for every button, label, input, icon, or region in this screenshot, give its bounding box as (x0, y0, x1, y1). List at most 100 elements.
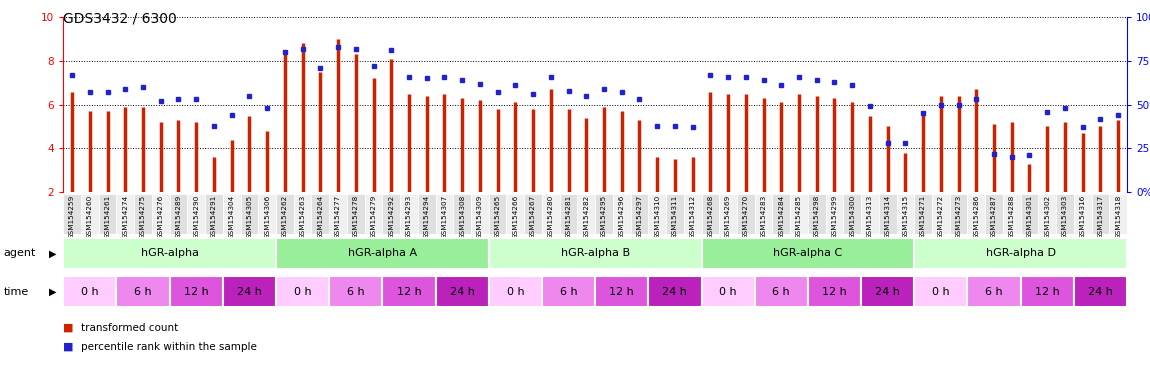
Text: time: time (3, 287, 29, 297)
Bar (329, 276, 382, 307)
Text: GSM154307: GSM154307 (442, 195, 447, 239)
Text: GSM154303: GSM154303 (1061, 195, 1068, 239)
Text: hGR-alpha B: hGR-alpha B (560, 248, 630, 258)
Bar (702, 238, 914, 269)
Bar (843, 194, 861, 234)
Text: GSM154316: GSM154316 (1080, 195, 1086, 239)
Bar (914, 194, 932, 234)
Text: GSM154276: GSM154276 (158, 195, 163, 239)
Text: 12 h: 12 h (822, 287, 846, 297)
Text: ■: ■ (63, 342, 74, 352)
Bar (472, 194, 489, 234)
Bar (365, 194, 382, 234)
Text: percentile rank within the sample: percentile rank within the sample (81, 342, 256, 352)
Bar (808, 194, 826, 234)
Bar (170, 194, 187, 234)
Bar (489, 276, 542, 307)
Text: GSM154293: GSM154293 (406, 195, 412, 239)
Bar (596, 194, 613, 234)
Text: ▶: ▶ (49, 248, 58, 258)
Text: GSM154287: GSM154287 (991, 195, 997, 239)
Text: 6 h: 6 h (135, 287, 152, 297)
Bar (276, 238, 489, 269)
Text: GSM154271: GSM154271 (920, 195, 926, 239)
Text: GSM154314: GSM154314 (884, 195, 890, 239)
Text: GSM154282: GSM154282 (583, 195, 589, 239)
Bar (240, 194, 259, 234)
Text: transformed count: transformed count (81, 323, 178, 333)
Text: 12 h: 12 h (1035, 287, 1059, 297)
Text: GSM154313: GSM154313 (867, 195, 873, 239)
Text: GSM154306: GSM154306 (264, 195, 270, 239)
Bar (932, 194, 950, 234)
Bar (135, 194, 152, 234)
Text: GSM154262: GSM154262 (282, 195, 288, 239)
Bar (914, 276, 967, 307)
Bar (63, 276, 116, 307)
Text: GSM154295: GSM154295 (601, 195, 607, 239)
Text: 24 h: 24 h (1088, 287, 1113, 297)
Text: 0 h: 0 h (81, 287, 99, 297)
Text: GSM154286: GSM154286 (973, 195, 980, 239)
Text: 24 h: 24 h (662, 287, 688, 297)
Text: GSM154260: GSM154260 (87, 195, 93, 239)
Bar (436, 276, 489, 307)
Text: GSM154269: GSM154269 (726, 195, 731, 239)
Bar (382, 276, 436, 307)
Bar (400, 194, 417, 234)
Text: 24 h: 24 h (875, 287, 900, 297)
Text: GSM154284: GSM154284 (779, 195, 784, 239)
Text: GSM154279: GSM154279 (370, 195, 376, 239)
Bar (1021, 276, 1074, 307)
Bar (826, 194, 843, 234)
Text: 0 h: 0 h (932, 287, 950, 297)
Text: GSM154283: GSM154283 (760, 195, 767, 239)
Text: GSM154308: GSM154308 (459, 195, 465, 239)
Bar (773, 194, 790, 234)
Bar (1021, 194, 1038, 234)
Bar (684, 194, 702, 234)
Bar (506, 194, 524, 234)
Text: GSM154294: GSM154294 (423, 195, 430, 239)
Bar (861, 276, 914, 307)
Text: GSM154309: GSM154309 (477, 195, 483, 239)
Text: ▶: ▶ (49, 287, 58, 297)
Bar (897, 194, 914, 234)
Text: GSM154288: GSM154288 (1009, 195, 1014, 239)
Bar (436, 194, 453, 234)
Text: hGR-alpha: hGR-alpha (140, 248, 199, 258)
Bar (223, 194, 240, 234)
Bar (560, 194, 577, 234)
Text: GSM154291: GSM154291 (210, 195, 217, 239)
Text: 6 h: 6 h (773, 287, 790, 297)
Text: 12 h: 12 h (610, 287, 634, 297)
Bar (63, 194, 80, 234)
Text: GSM154290: GSM154290 (193, 195, 199, 239)
Text: GSM154259: GSM154259 (69, 195, 75, 239)
Bar (719, 194, 737, 234)
Bar (596, 276, 649, 307)
Text: GSM154261: GSM154261 (105, 195, 110, 239)
Bar (116, 276, 170, 307)
Bar (116, 194, 135, 234)
Bar (790, 194, 807, 234)
Text: hGR-alpha D: hGR-alpha D (986, 248, 1056, 258)
Text: GSM154267: GSM154267 (530, 195, 536, 239)
Text: GSM154285: GSM154285 (796, 195, 802, 239)
Bar (879, 194, 897, 234)
Text: GSM154300: GSM154300 (849, 195, 856, 239)
Bar (489, 238, 702, 269)
Text: agent: agent (3, 248, 36, 258)
Text: ■: ■ (63, 323, 74, 333)
Text: GSM154297: GSM154297 (636, 195, 643, 239)
Text: 6 h: 6 h (986, 287, 1003, 297)
Text: 24 h: 24 h (237, 287, 262, 297)
Text: GSM154310: GSM154310 (654, 195, 660, 239)
Text: GSM154273: GSM154273 (956, 195, 961, 239)
Text: GSM154275: GSM154275 (140, 195, 146, 239)
Bar (312, 194, 329, 234)
Text: GSM154312: GSM154312 (690, 195, 696, 239)
Text: GSM154270: GSM154270 (743, 195, 749, 239)
Bar (649, 276, 702, 307)
Bar (542, 276, 596, 307)
